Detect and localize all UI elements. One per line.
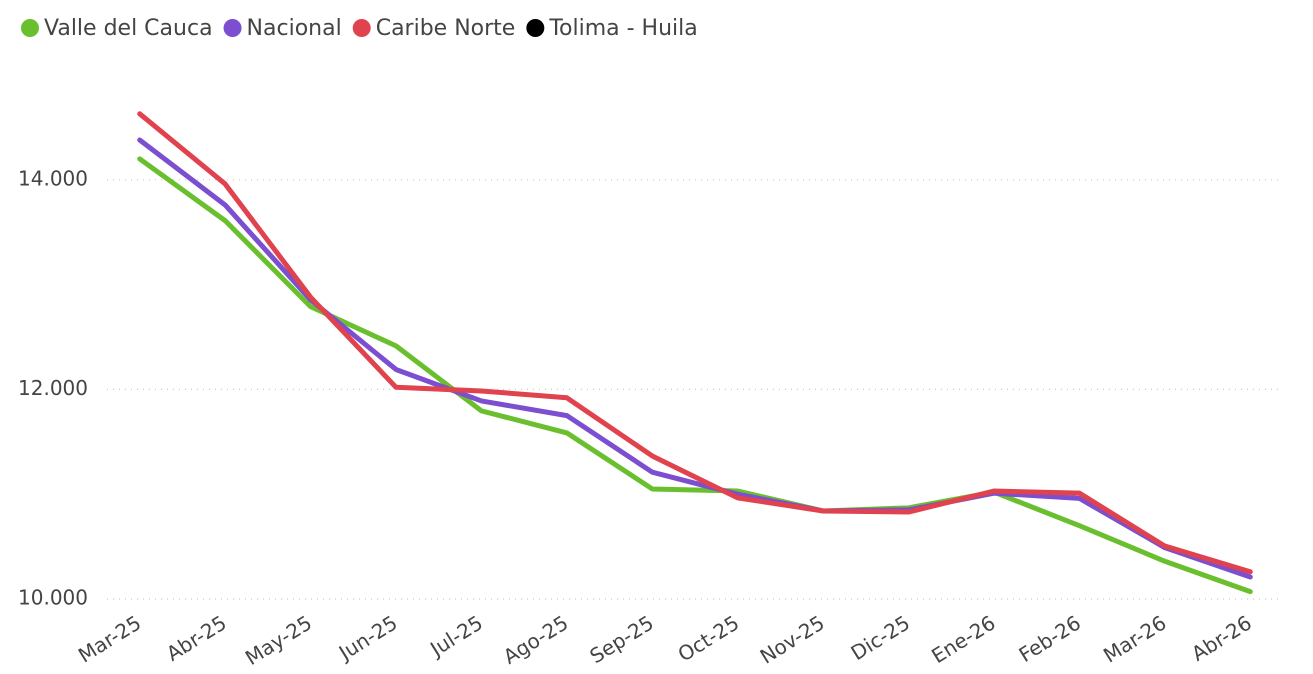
legend-label: Caribe Norte bbox=[376, 16, 516, 41]
y-tick-label: 10.000 bbox=[18, 586, 88, 610]
legend-marker bbox=[526, 19, 545, 37]
x-tick-label: Oct-25 bbox=[674, 611, 744, 667]
series-line bbox=[137, 137, 1253, 580]
series-line bbox=[137, 111, 1253, 575]
y-tick-label: 12.000 bbox=[18, 376, 88, 400]
x-tick-label: Ene-26 bbox=[927, 611, 999, 669]
y-tick-label: 14.000 bbox=[18, 166, 88, 190]
x-tick-label: Mar-25 bbox=[74, 611, 145, 668]
x-tick-label: May-25 bbox=[241, 611, 316, 670]
legend-marker bbox=[352, 19, 371, 37]
x-tick-label: Abr-25 bbox=[162, 611, 231, 666]
x-tick-label: Jul-25 bbox=[424, 611, 487, 663]
series-line bbox=[137, 156, 1253, 595]
legend-label: Nacional bbox=[247, 16, 342, 41]
x-tick-label: Abr-26 bbox=[1187, 611, 1256, 666]
x-tick-label: Ago-25 bbox=[499, 611, 572, 669]
x-tick-label: Feb-26 bbox=[1015, 611, 1085, 667]
x-tick-label: Dic-25 bbox=[847, 611, 915, 666]
x-tick-label: Sep-25 bbox=[585, 611, 657, 669]
legend-label: Valle del Cauca bbox=[44, 16, 213, 41]
legend-marker bbox=[223, 19, 242, 37]
legend-label: Tolima - Huila bbox=[548, 16, 697, 41]
x-tick-label: Mar-26 bbox=[1099, 611, 1170, 668]
legend-marker bbox=[21, 19, 39, 37]
x-tick-label: Jun-25 bbox=[333, 611, 402, 666]
x-tick-label: Nov-25 bbox=[756, 611, 829, 669]
